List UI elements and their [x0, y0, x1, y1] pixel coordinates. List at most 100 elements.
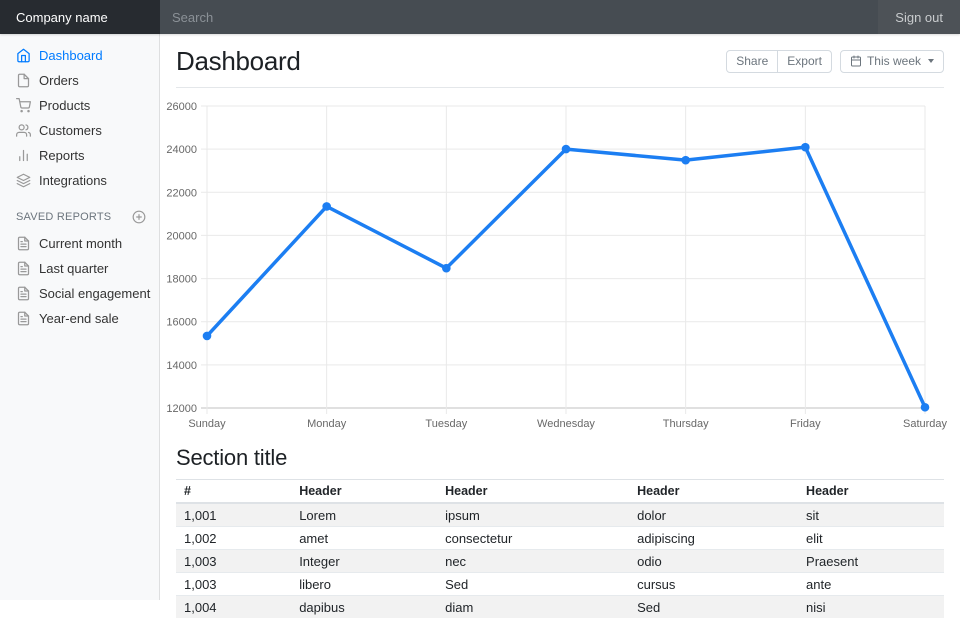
table-cell: adipiscing	[629, 527, 798, 550]
saved-report-last-quarter[interactable]: Last quarter	[0, 256, 160, 281]
svg-text:18000: 18000	[166, 274, 197, 286]
svg-text:24000: 24000	[166, 144, 197, 156]
table-cell: ipsum	[437, 503, 629, 527]
table-cell: sit	[798, 503, 944, 527]
saved-report-year-end-sale[interactable]: Year-end sale	[0, 306, 160, 331]
sidebar-item-dashboard[interactable]: Dashboard	[0, 43, 160, 68]
svg-text:14000: 14000	[166, 360, 197, 372]
line-chart: 1200014000160001800020000220002400026000…	[176, 98, 944, 430]
table-column-header: #	[176, 480, 291, 504]
svg-text:22000: 22000	[166, 187, 197, 199]
table-cell: Lorem	[291, 503, 437, 527]
table-cell: amet	[291, 527, 437, 550]
bar-chart-icon	[16, 148, 31, 163]
table-cell: consectetur	[437, 527, 629, 550]
top-navbar: Company name Sign out	[0, 0, 960, 34]
shopping-cart-icon	[16, 98, 31, 113]
table-column-header: Header	[437, 480, 629, 504]
sidebar-item-customers[interactable]: Customers	[0, 118, 160, 143]
sidebar-item-label: Customers	[39, 123, 102, 138]
sidebar-item-integrations[interactable]: Integrations	[0, 168, 160, 193]
share-button[interactable]: Share	[726, 50, 778, 72]
svg-text:12000: 12000	[166, 403, 197, 415]
sidebar-item-label: Integrations	[39, 173, 107, 188]
saved-reports-list: Current month Last quarter Social engage…	[0, 231, 160, 331]
table-cell: 1,002	[176, 527, 291, 550]
saved-report-label: Year-end sale	[39, 311, 119, 326]
file-text-icon	[16, 286, 31, 301]
table-cell: Sed	[629, 596, 798, 619]
table-column-header: Header	[798, 480, 944, 504]
sign-out-link[interactable]: Sign out	[878, 0, 960, 34]
svg-text:Thursday: Thursday	[663, 418, 709, 430]
table-cell: dolor	[629, 503, 798, 527]
sidebar-nav: Dashboard Orders Products Customers Repo…	[0, 43, 160, 193]
file-text-icon	[16, 236, 31, 251]
period-dropdown-button[interactable]: This week	[840, 50, 944, 72]
calendar-icon	[850, 55, 862, 67]
table-cell: nec	[437, 550, 629, 573]
sidebar-item-label: Orders	[39, 73, 79, 88]
sidebar-item-products[interactable]: Products	[0, 93, 160, 118]
table-cell: nisi	[798, 596, 944, 619]
table-cell: Praesent	[798, 550, 944, 573]
table-cell: odio	[629, 550, 798, 573]
export-button[interactable]: Export	[777, 50, 832, 72]
home-icon	[16, 48, 31, 63]
file-text-icon	[16, 311, 31, 326]
brand-link[interactable]: Company name	[0, 0, 160, 34]
saved-report-label: Current month	[39, 236, 122, 251]
saved-report-label: Last quarter	[39, 261, 108, 276]
layers-icon	[16, 173, 31, 188]
svg-text:Friday: Friday	[790, 418, 821, 430]
saved-report-social-engagement[interactable]: Social engagement	[0, 281, 160, 306]
table-cell: ante	[798, 573, 944, 596]
svg-text:Monday: Monday	[307, 418, 347, 430]
table-cell: elit	[798, 527, 944, 550]
table-cell: 1,004	[176, 596, 291, 619]
sidebar-item-orders[interactable]: Orders	[0, 68, 160, 93]
table-cell: Sed	[437, 573, 629, 596]
svg-text:26000: 26000	[166, 101, 197, 113]
table-cell: 1,001	[176, 503, 291, 527]
chevron-down-icon	[928, 59, 934, 63]
table-column-header: Header	[291, 480, 437, 504]
svg-text:20000: 20000	[166, 230, 197, 242]
search-input[interactable]	[160, 0, 878, 34]
table-cell: 1,003	[176, 573, 291, 596]
page-title: Dashboard	[176, 46, 301, 77]
svg-text:Sunday: Sunday	[188, 418, 226, 430]
period-label: This week	[867, 54, 921, 68]
plus-circle-icon[interactable]	[132, 210, 146, 224]
users-icon	[16, 123, 31, 138]
file-text-icon	[16, 261, 31, 276]
sidebar-item-label: Reports	[39, 148, 85, 163]
table-cell: Integer	[291, 550, 437, 573]
table-cell: dapibus	[291, 596, 437, 619]
sidebar: Dashboard Orders Products Customers Repo…	[0, 34, 160, 600]
table-cell: cursus	[629, 573, 798, 596]
sidebar-item-label: Dashboard	[39, 48, 103, 63]
svg-text:Tuesday: Tuesday	[425, 418, 467, 430]
table-column-header: Header	[629, 480, 798, 504]
svg-text:Saturday: Saturday	[903, 418, 948, 430]
saved-reports-title: SAVED REPORTS	[16, 211, 111, 223]
sidebar-item-reports[interactable]: Reports	[0, 143, 160, 168]
svg-text:Wednesday: Wednesday	[537, 418, 595, 430]
page-header: Dashboard Share Export This week	[176, 46, 944, 88]
saved-report-label: Social engagement	[39, 286, 150, 301]
saved-report-current-month[interactable]: Current month	[0, 231, 160, 256]
share-export-group: Share Export	[726, 50, 832, 72]
table-cell: 1,003	[176, 550, 291, 573]
file-icon	[16, 73, 31, 88]
section-title: Section title	[176, 445, 944, 471]
